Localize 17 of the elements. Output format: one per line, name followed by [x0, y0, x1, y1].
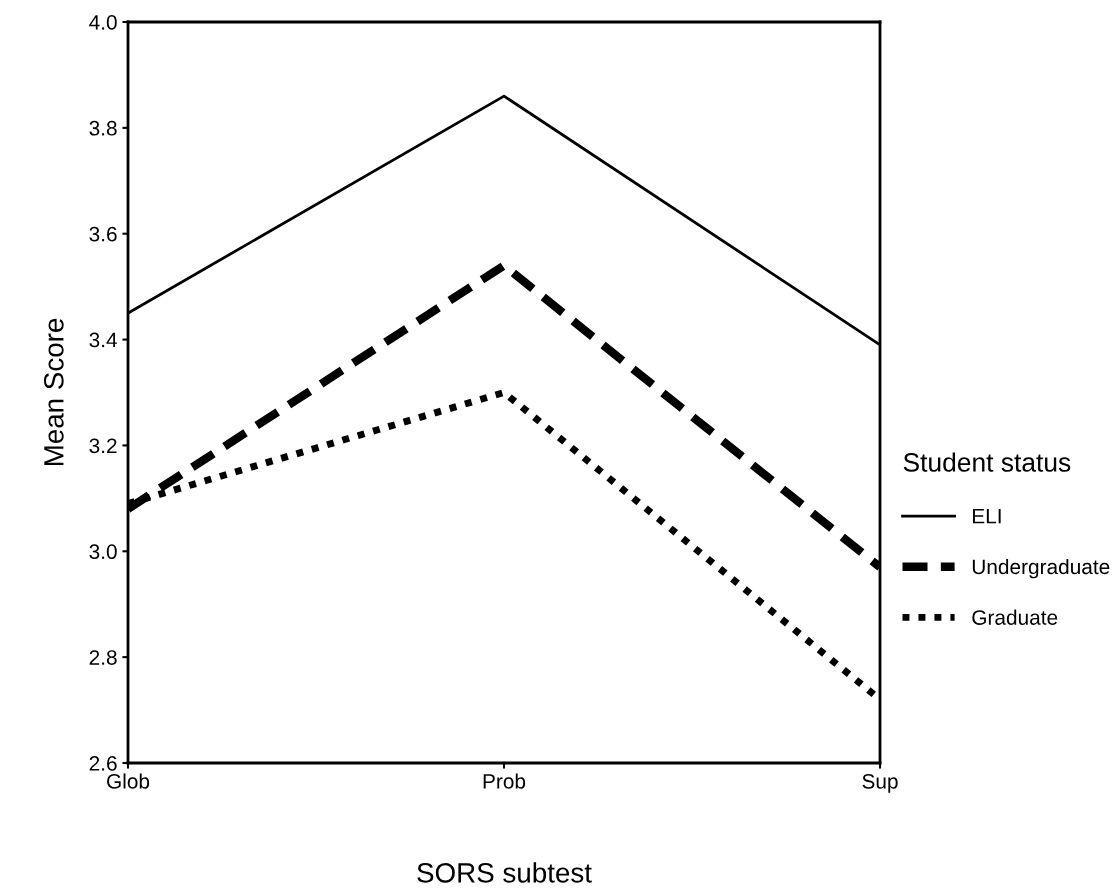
x-tick-label: Glob — [107, 773, 150, 789]
legend-label: Undergraduate — [972, 558, 1110, 579]
y-tick-label: 2.8 — [89, 650, 117, 665]
y-tick-label: 3.0 — [89, 544, 117, 560]
x-tick-label: Sup — [862, 773, 898, 793]
legend-label: Graduate — [972, 609, 1058, 625]
y-tick-label: 3.4 — [89, 332, 117, 348]
legend-label: ELI — [972, 509, 1001, 524]
y-tick-label: 2.6 — [89, 756, 117, 771]
y-tick-label: 3.6 — [89, 226, 117, 242]
y-axis-title: Mean Score — [44, 318, 64, 466]
x-axis-title: SORS subtest — [417, 862, 592, 883]
x-tick-label: Prob — [483, 773, 526, 789]
y-tick-label: 3.8 — [89, 120, 117, 136]
y-tick-label: 4.0 — [89, 15, 117, 30]
legend-title: Student status — [903, 452, 1071, 472]
y-tick-label: 3.2 — [89, 438, 117, 454]
